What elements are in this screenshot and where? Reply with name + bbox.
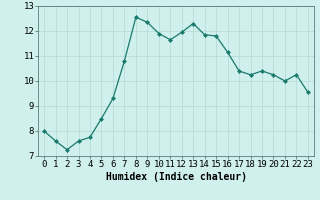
X-axis label: Humidex (Indice chaleur): Humidex (Indice chaleur) <box>106 172 246 182</box>
